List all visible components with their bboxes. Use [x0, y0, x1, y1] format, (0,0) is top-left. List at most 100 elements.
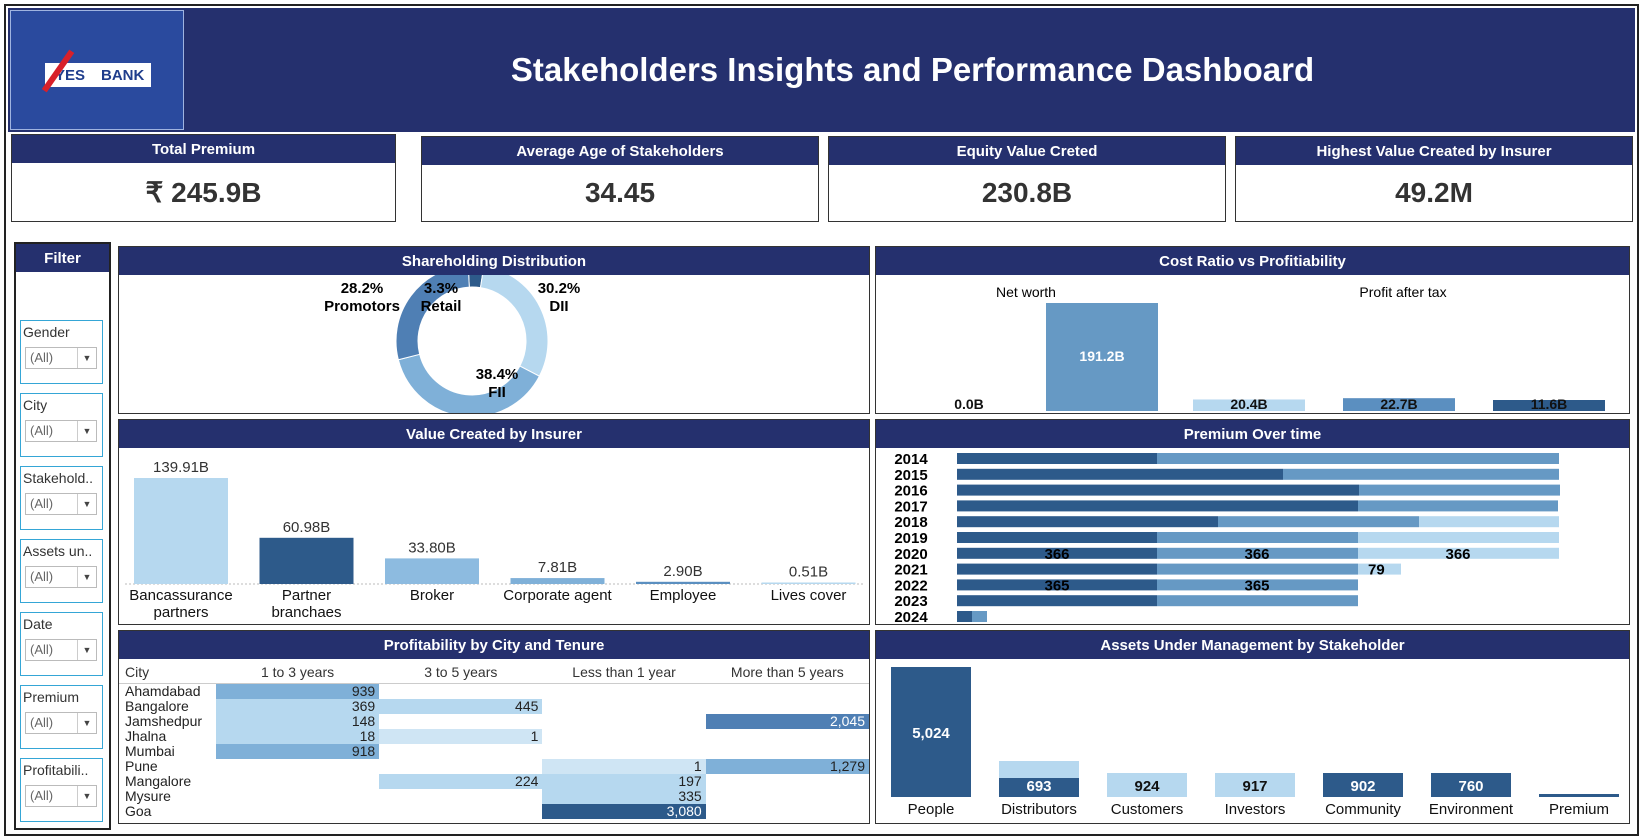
premium-segment [1283, 468, 1559, 480]
table-row: Jhalna 18 1 [119, 729, 869, 744]
column-header[interactable]: More than 5 years [705, 661, 869, 684]
date-select[interactable]: (All) ▼ [25, 639, 97, 661]
filter-profitability: Profitabili.. (All) ▼ [20, 758, 103, 822]
group-label: Net worth [996, 284, 1056, 300]
column-header[interactable]: 3 to 5 years [379, 661, 543, 684]
city-cell: Ahamdabad [125, 683, 201, 699]
year-label: 2014 [894, 451, 928, 468]
value-cell: 918 [215, 744, 380, 759]
kpi-value: 49.2M [1395, 177, 1473, 208]
year-label: 2019 [894, 530, 927, 547]
aum-bar [1107, 773, 1187, 797]
city-cell: Bangalore [125, 698, 189, 714]
category-label: Investors [1225, 801, 1286, 818]
dropdown-arrow-icon[interactable]: ▼ [77, 348, 96, 368]
value-cell: 939 [215, 683, 380, 699]
category-label: Employee [650, 587, 717, 604]
aum-bar [1539, 794, 1619, 797]
value-cell [379, 759, 542, 774]
category-label: partners [153, 604, 208, 621]
premium-select[interactable]: (All) ▼ [25, 712, 97, 734]
value-bar-label: 139.91B [153, 459, 209, 476]
city-cell: Pune [125, 758, 158, 774]
premium-segment [1358, 547, 1559, 559]
value-cell [216, 789, 379, 804]
donut-slice-label: Promotors [324, 298, 400, 315]
premium-segment-label: 365 [1244, 577, 1269, 594]
aum-bar [891, 667, 971, 797]
page-title: Stakeholders Insights and Performance Da… [510, 51, 1315, 88]
city-select[interactable]: (All) ▼ [25, 420, 97, 442]
value-cell [379, 714, 542, 729]
aum-chart: 5,024 People 693 Distributors 924 Customers 91… [891, 667, 1619, 818]
category-label: Community [1325, 801, 1401, 818]
donut-pct-label: 3.3% [424, 280, 458, 297]
value-cell [706, 729, 869, 744]
premium-segment [1358, 532, 1559, 543]
city-cell: Jamshedpur [125, 713, 203, 729]
donut-pct-label: 28.2% [341, 280, 384, 297]
donut-slice-label: FII [488, 384, 506, 401]
premium-segment [1157, 579, 1358, 591]
dropdown-arrow-icon[interactable]: ▼ [77, 421, 96, 441]
kpi-total-premium: Total Premium ₹ 245.9B [11, 134, 396, 222]
premium-segment [957, 500, 1358, 512]
dropdown-arrow-icon[interactable]: ▼ [77, 713, 96, 733]
premium-segment [957, 532, 1157, 543]
value-cell: 18 [215, 729, 380, 744]
value-cell: 1,279 [705, 759, 869, 774]
premium-segment [957, 595, 1157, 607]
bank-logo: YES BANK [10, 10, 184, 130]
value-cell [542, 699, 705, 714]
premium-segment [1157, 547, 1358, 559]
column-header[interactable]: City [119, 661, 216, 684]
value-bar [259, 537, 354, 584]
value-bar [510, 578, 605, 584]
premium-segment [957, 611, 972, 622]
filter-label: Profitabili.. [23, 762, 89, 778]
aum-bar-segment [999, 761, 1079, 778]
value-cell [379, 804, 542, 819]
city-cell: Mumbai [125, 743, 175, 759]
value-cell [706, 804, 869, 819]
column-header[interactable]: Less than 1 year [542, 661, 706, 684]
select-value: (All) [30, 788, 54, 803]
table-body: Ahamdabad 939 Bangalore 369 445 Jamshedpur 148… [119, 683, 869, 819]
donut-pct-label: 30.2% [538, 280, 581, 297]
premium-segment [1359, 484, 1560, 496]
dropdown-arrow-icon[interactable]: ▼ [77, 786, 96, 806]
value-bar-label: 2.90B [663, 563, 702, 580]
value-cell [542, 729, 705, 744]
premium-over-time-panel: Premium Over time 2014 2015 2016 2017 2018 20… [875, 419, 1630, 625]
gender-select[interactable]: (All) ▼ [25, 347, 97, 369]
value-cell [706, 699, 869, 714]
value-cell: 1 [379, 729, 543, 744]
city-cell: Mysure [125, 788, 171, 804]
cost-ratio-chart: Net worth Profit after tax 0.0B 191.2B 20.4B… [954, 284, 1605, 412]
table-row: Mysure 335 [119, 789, 869, 804]
table-row: Jamshedpur 148 2,045 [119, 714, 869, 729]
dropdown-arrow-icon[interactable]: ▼ [77, 494, 96, 514]
filter-title: Filter [16, 244, 109, 272]
filter-label: Assets un.. [23, 543, 93, 559]
select-value: (All) [30, 423, 54, 438]
value-cell [706, 774, 869, 789]
category-label: People [908, 801, 955, 818]
premium-segment [1358, 500, 1558, 512]
filter-label: Date [23, 616, 53, 632]
assets-select[interactable]: (All) ▼ [25, 566, 97, 588]
aum-bar [999, 778, 1079, 797]
dropdown-arrow-icon[interactable]: ▼ [77, 640, 96, 660]
category-label: Lives cover [771, 587, 847, 604]
column-header[interactable]: 1 to 3 years [215, 661, 380, 684]
kpi-label: Average Age of Stakeholders [422, 137, 818, 165]
stakeholder-select[interactable]: (All) ▼ [25, 493, 97, 515]
value-cell [379, 789, 542, 804]
group-label: Profit after tax [1359, 284, 1446, 300]
profitability-select[interactable]: (All) ▼ [25, 785, 97, 807]
donut-slice-promotors [395, 275, 470, 361]
value-cell [216, 759, 379, 774]
value-cell: 3,080 [542, 804, 706, 819]
dropdown-arrow-icon[interactable]: ▼ [77, 567, 96, 587]
